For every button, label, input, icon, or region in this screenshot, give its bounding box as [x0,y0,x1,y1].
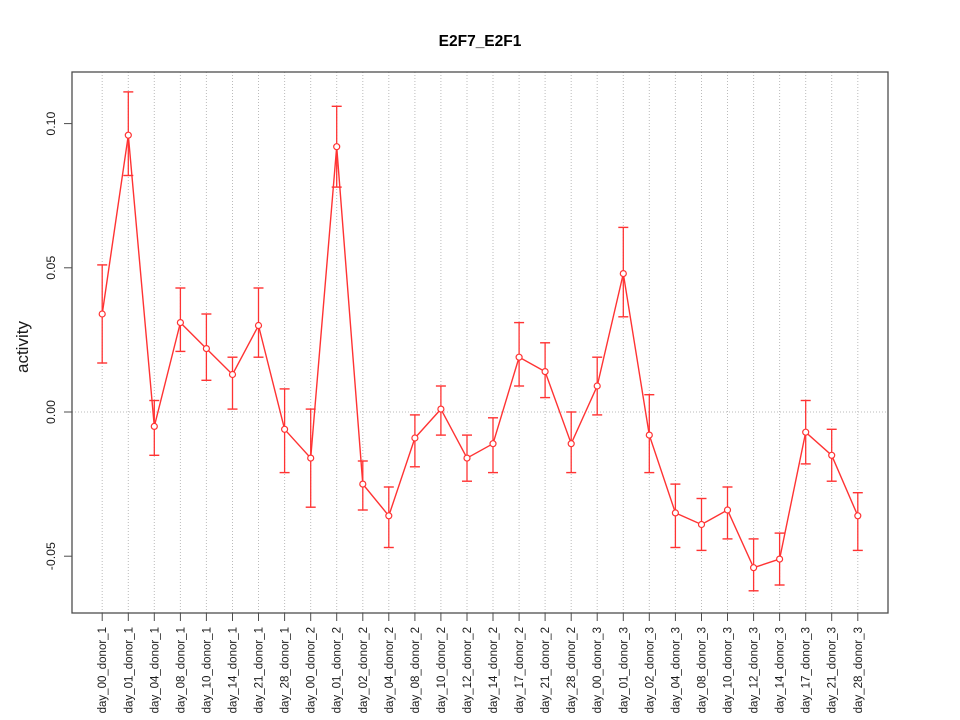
svg-text:day_00_donor_2: day_00_donor_2 [306,627,318,713]
svg-text:day_01_donor_3: day_01_donor_3 [618,627,630,713]
svg-text:day_10_donor_1: day_10_donor_1 [201,627,213,713]
svg-text:day_04_donor_2: day_04_donor_2 [384,627,396,713]
svg-text:0.05: 0.05 [44,256,58,280]
svg-text:day_14_donor_1: day_14_donor_1 [228,627,240,713]
svg-text:day_04_donor_1: day_04_donor_1 [149,627,161,713]
svg-text:day_02_donor_3: day_02_donor_3 [644,627,656,713]
svg-text:day_21_donor_1: day_21_donor_1 [254,627,266,713]
svg-text:day_14_donor_2: day_14_donor_2 [488,627,500,713]
svg-text:day_02_donor_2: day_02_donor_2 [358,627,370,713]
svg-text:day_08_donor_3: day_08_donor_3 [697,627,709,713]
svg-text:day_17_donor_3: day_17_donor_3 [801,627,813,713]
svg-text:0.00: 0.00 [44,400,58,424]
svg-text:-0.05: -0.05 [44,542,58,570]
svg-text:day_01_donor_2: day_01_donor_2 [332,627,344,713]
svg-text:day_10_donor_3: day_10_donor_3 [723,627,735,713]
svg-text:day_21_donor_2: day_21_donor_2 [540,627,552,713]
svg-text:day_04_donor_3: day_04_donor_3 [670,627,682,713]
svg-text:day_17_donor_2: day_17_donor_2 [514,627,526,713]
svg-text:day_28_donor_2: day_28_donor_2 [566,627,578,713]
svg-text:day_28_donor_3: day_28_donor_3 [853,627,865,713]
svg-text:day_10_donor_2: day_10_donor_2 [436,627,448,713]
svg-text:0.10: 0.10 [44,111,58,135]
svg-text:day_28_donor_1: day_28_donor_1 [280,627,292,713]
svg-text:day_00_donor_1: day_00_donor_1 [97,627,109,713]
svg-text:day_12_donor_3: day_12_donor_3 [749,627,761,713]
svg-text:day_08_donor_2: day_08_donor_2 [410,627,422,713]
svg-text:day_00_donor_3: day_00_donor_3 [592,627,604,713]
svg-text:day_14_donor_3: day_14_donor_3 [775,627,787,713]
svg-text:day_08_donor_1: day_08_donor_1 [175,627,187,713]
svg-text:day_21_donor_3: day_21_donor_3 [827,627,839,713]
svg-text:day_12_donor_2: day_12_donor_2 [462,627,474,713]
svg-text:day_01_donor_1: day_01_donor_1 [123,627,135,713]
